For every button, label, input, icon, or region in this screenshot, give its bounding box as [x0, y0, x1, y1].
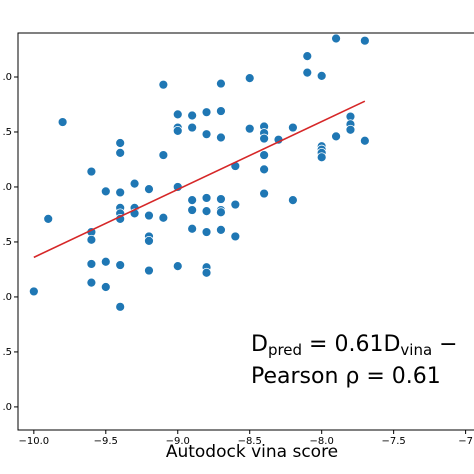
point [201, 267, 212, 278]
point [144, 265, 154, 276]
annotation: Dpred = 0.61Dvina − [251, 332, 458, 359]
point [230, 231, 241, 242]
point [100, 256, 111, 267]
x-tick-label: −8.5 [238, 436, 262, 447]
x-tick-label: −7.5 [381, 436, 405, 447]
point [86, 234, 97, 245]
point [115, 147, 126, 158]
point [158, 79, 169, 90]
point [172, 125, 183, 136]
point [172, 261, 183, 272]
point [216, 78, 226, 89]
point [201, 129, 212, 140]
x-axis-label: Autodock vina score [166, 442, 338, 462]
point [287, 195, 298, 206]
y-tick-label: .0 [2, 402, 12, 413]
axes-frame [17, 32, 474, 431]
y-tick-label: .5 [2, 347, 12, 358]
y-tick-label: .5 [2, 237, 12, 248]
point [359, 35, 370, 46]
point [115, 301, 126, 312]
point [172, 109, 183, 120]
point [144, 184, 154, 195]
point [331, 131, 341, 142]
point [316, 152, 327, 163]
point [302, 67, 313, 78]
point [201, 193, 212, 203]
point [86, 166, 97, 177]
y-tick-label: .0 [2, 292, 12, 303]
point [302, 51, 313, 61]
point [259, 164, 270, 175]
point [187, 195, 198, 206]
point [115, 260, 126, 270]
point [201, 227, 212, 237]
point [216, 207, 226, 218]
annotation-subscript: vina [400, 341, 432, 359]
point [244, 123, 255, 134]
fit-line [33, 100, 366, 259]
point [259, 150, 270, 160]
point [100, 186, 111, 197]
point [43, 213, 54, 224]
point [359, 135, 370, 146]
point [345, 124, 356, 135]
annotation-text: − [432, 332, 457, 357]
point [216, 224, 226, 235]
annotation-text: D [251, 332, 268, 357]
x-tick-label: −8.0 [310, 436, 334, 447]
point [86, 277, 97, 288]
annotation-text: Pearson ρ = 0.61 [251, 364, 441, 389]
point [187, 223, 198, 234]
annotation: Pearson ρ = 0.61 [251, 364, 441, 389]
point [187, 205, 198, 215]
x-tick-label: −7 [458, 436, 473, 447]
point [144, 210, 154, 221]
point [216, 106, 226, 116]
point [287, 122, 298, 133]
point [244, 73, 255, 83]
point [115, 138, 126, 148]
point [187, 110, 198, 121]
x-tick-label: −9.5 [94, 436, 118, 447]
y-tick-label: .0 [2, 72, 12, 83]
point [57, 117, 68, 127]
point [115, 187, 126, 198]
point [216, 132, 226, 143]
x-tick-label: −10.0 [19, 436, 50, 447]
point [187, 122, 198, 133]
point [144, 235, 154, 246]
point [331, 33, 341, 44]
annotation-text: = 0.61D [302, 332, 400, 357]
point [316, 70, 327, 81]
point [100, 282, 111, 292]
point [86, 259, 97, 269]
annotation-subscript: pred [268, 341, 302, 359]
point [28, 286, 39, 297]
x-tick-label: −9.0 [166, 436, 190, 447]
point [259, 133, 270, 144]
point [259, 188, 270, 199]
point [201, 107, 212, 118]
point [129, 178, 140, 189]
point [230, 199, 241, 210]
point [158, 212, 169, 223]
y-tick-label: .5 [2, 127, 12, 138]
y-tick-label: .0 [2, 182, 12, 193]
point [201, 206, 212, 217]
point [216, 194, 226, 204]
point [158, 150, 169, 160]
